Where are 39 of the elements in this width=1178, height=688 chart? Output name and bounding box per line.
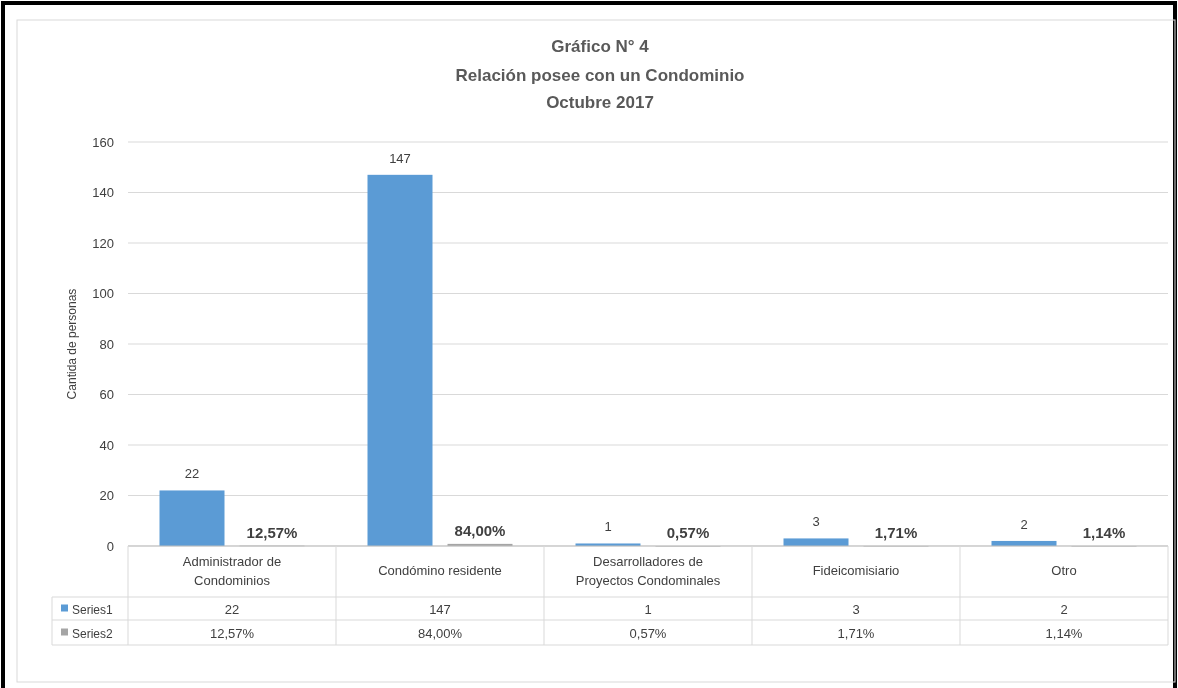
text: 22 [184,466,200,482]
legend-label: Series1 [72,602,114,617]
data-label: 147 [429,601,451,617]
data-label: 22 [224,601,240,617]
y-tick-label: 40 [99,437,114,453]
text: 0,57% [666,523,710,541]
text: 2 [1020,516,1028,532]
y-tick-label: 20 [99,488,114,504]
y-tick-label: 140 [92,185,114,201]
y-tick-label: 60 [99,387,114,403]
y-axis-title: Cantida de personas [65,288,79,400]
text: 12,57% [246,523,298,541]
y-tick-label: 160 [92,134,114,150]
y-tick-label: 100 [92,286,114,302]
text: 147 [389,150,411,166]
x-tick-label: Otro [1051,563,1077,578]
x-tick-label: Condómino residente [378,563,502,578]
y-tick-label: 0 [106,538,114,554]
text: 84,00% [454,521,506,539]
data-label: 1,14% [1045,625,1083,641]
text: 1 [604,519,612,535]
x-tick-label: Desarrolladores de Proyectos Condominales [575,554,721,588]
text: 1,71% [874,523,918,541]
data-label: 2 [1060,601,1068,617]
data-label: 3 [852,601,860,617]
y-tick-label: 80 [99,336,114,352]
x-tick-label: Fideicomisiario [812,563,900,578]
chart-subtitle: Relación posee con un Condominio Octubre 2017 [455,66,745,112]
data-label: 0,57% [629,625,667,641]
x-tick-label: Administrador de Condominios [182,554,282,588]
data-label: 1,71% [837,625,875,641]
data-label: 12,57% [209,625,255,641]
legend-label: Series2 [72,626,114,641]
chart-title: Gráfico N° 4 [551,37,650,56]
data-label: 1 [644,601,652,617]
data-label: 84,00% [417,625,463,641]
text: 3 [812,514,820,530]
y-tick-label: 120 [92,235,114,251]
text: 1,14% [1082,523,1126,541]
